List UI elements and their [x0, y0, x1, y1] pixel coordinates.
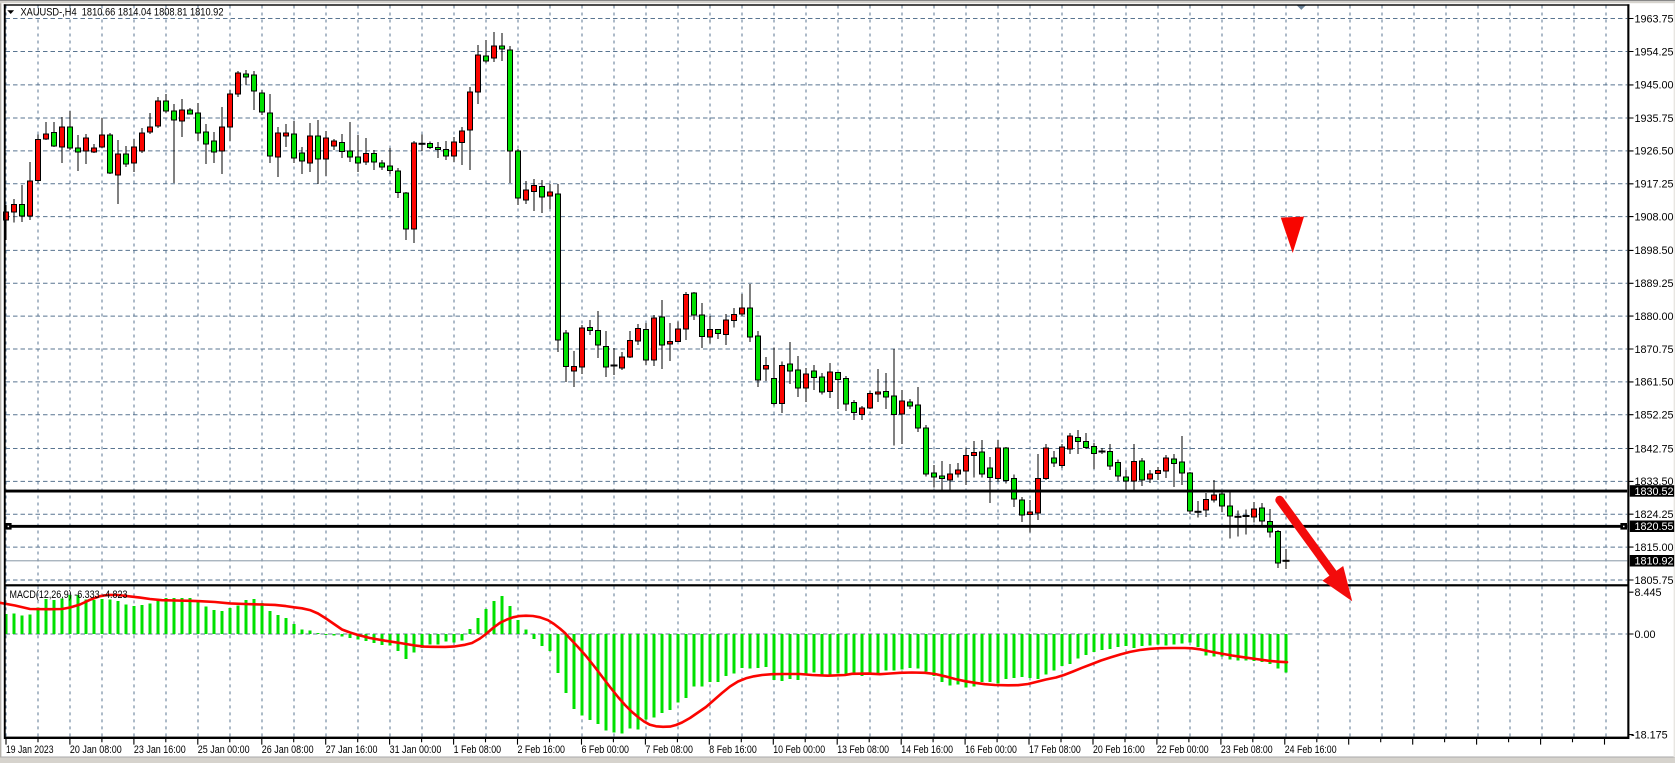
svg-text:1889.25: 1889.25 [1635, 278, 1674, 290]
svg-text:7 Feb 08:00: 7 Feb 08:00 [645, 744, 693, 756]
svg-text:1810.92: 1810.92 [1635, 556, 1674, 568]
svg-text:1898.50: 1898.50 [1635, 245, 1674, 257]
svg-text:1861.50: 1861.50 [1635, 377, 1674, 389]
svg-text:1880.00: 1880.00 [1635, 311, 1674, 323]
svg-text:1908.00: 1908.00 [1635, 211, 1674, 223]
svg-text:10 Feb 00:00: 10 Feb 00:00 [773, 744, 825, 756]
svg-text:8.445: 8.445 [1635, 587, 1662, 599]
svg-text:-18.175: -18.175 [1631, 729, 1668, 741]
svg-text:14 Feb 16:00: 14 Feb 16:00 [901, 744, 953, 756]
svg-text:20 Feb 16:00: 20 Feb 16:00 [1093, 744, 1145, 756]
svg-text:1917.25: 1917.25 [1635, 179, 1674, 191]
svg-text:XAUUSD-,H4 1810.66 1814.04 18: XAUUSD-,H4 1810.66 1814.04 1808.81 1810.… [21, 6, 224, 18]
svg-text:1963.75: 1963.75 [1635, 13, 1674, 25]
svg-text:1820.55: 1820.55 [1635, 521, 1674, 533]
svg-text:1815.00: 1815.00 [1635, 542, 1674, 554]
svg-text:8 Feb 16:00: 8 Feb 16:00 [709, 744, 757, 756]
svg-text:1842.75: 1842.75 [1635, 443, 1674, 455]
svg-text:1824.25: 1824.25 [1635, 509, 1674, 521]
svg-text:13 Feb 08:00: 13 Feb 08:00 [837, 744, 889, 756]
svg-text:6 Feb 00:00: 6 Feb 00:00 [582, 744, 630, 756]
svg-text:22 Feb 00:00: 22 Feb 00:00 [1157, 744, 1209, 756]
svg-text:1852.25: 1852.25 [1635, 410, 1674, 422]
svg-text:26 Jan 08:00: 26 Jan 08:00 [262, 744, 314, 756]
svg-text:1935.75: 1935.75 [1635, 113, 1674, 125]
svg-text:31 Jan 00:00: 31 Jan 00:00 [390, 744, 442, 756]
svg-text:0.00: 0.00 [1635, 629, 1656, 641]
svg-text:24 Feb 16:00: 24 Feb 16:00 [1285, 744, 1337, 756]
svg-text:1945.00: 1945.00 [1635, 80, 1674, 92]
svg-text:17 Feb 08:00: 17 Feb 08:00 [1029, 744, 1081, 756]
svg-text:1830.52: 1830.52 [1635, 486, 1674, 498]
svg-text:1805.75: 1805.75 [1635, 575, 1674, 587]
svg-text:20 Jan 08:00: 20 Jan 08:00 [70, 744, 122, 756]
svg-text:MACD(12,26,9) -6.333 -4.823: MACD(12,26,9) -6.333 -4.823 [10, 589, 128, 601]
svg-text:2 Feb 16:00: 2 Feb 16:00 [518, 744, 566, 756]
svg-text:1926.50: 1926.50 [1635, 146, 1674, 158]
svg-text:23 Jan 16:00: 23 Jan 16:00 [134, 744, 186, 756]
svg-text:1870.75: 1870.75 [1635, 344, 1674, 356]
svg-text:27 Jan 16:00: 27 Jan 16:00 [326, 744, 378, 756]
svg-text:25 Jan 00:00: 25 Jan 00:00 [198, 744, 250, 756]
svg-text:1 Feb 08:00: 1 Feb 08:00 [454, 744, 502, 756]
svg-text:19 Jan 2023: 19 Jan 2023 [6, 744, 54, 756]
svg-text:23 Feb 08:00: 23 Feb 08:00 [1221, 744, 1273, 756]
svg-text:16 Feb 00:00: 16 Feb 00:00 [965, 744, 1017, 756]
svg-text:1954.25: 1954.25 [1635, 46, 1674, 58]
